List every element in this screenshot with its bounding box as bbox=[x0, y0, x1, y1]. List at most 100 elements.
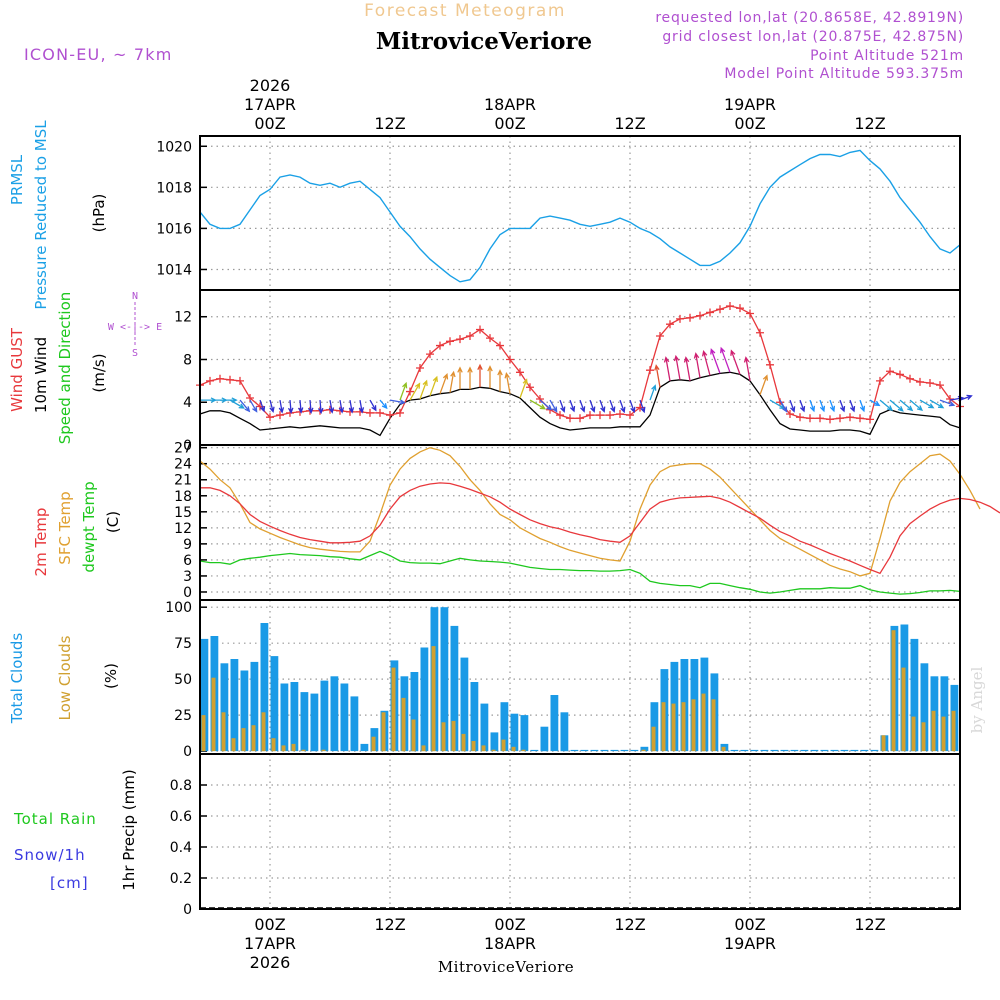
temperature-frame bbox=[199, 444, 961, 601]
model-altitude: Model Point Altitude 593.375m bbox=[724, 66, 964, 82]
total-cloud-bar bbox=[540, 726, 549, 752]
total-cloud-bar bbox=[790, 749, 799, 752]
wind-direction-arrow bbox=[379, 399, 388, 410]
y-tick-label: 8 bbox=[183, 352, 192, 368]
wind-direction-arrow bbox=[701, 350, 711, 376]
time-label: 2026 bbox=[250, 76, 291, 95]
low-cloud-bar bbox=[321, 749, 326, 752]
total-cloud-bar bbox=[940, 676, 949, 752]
location-title: MitroviceVeriore bbox=[376, 28, 592, 55]
total-cloud-bar bbox=[410, 672, 419, 752]
wind-direction-arrow bbox=[307, 400, 314, 414]
gust-marker bbox=[776, 398, 784, 407]
gust-marker bbox=[616, 410, 624, 418]
y-tick-label: 0 bbox=[183, 585, 192, 601]
gust-marker bbox=[476, 325, 484, 334]
gust-marker bbox=[426, 350, 434, 359]
gust-marker bbox=[716, 305, 724, 314]
wind-unit: (m/s) bbox=[90, 353, 108, 392]
total-cloud-bar bbox=[530, 749, 539, 752]
gust-marker bbox=[586, 411, 594, 420]
wind-direction-arrow bbox=[919, 399, 935, 409]
low-cloud-bar bbox=[521, 749, 526, 752]
precip-grid: 0 0.2 0.4 0.6 0.8 bbox=[170, 754, 960, 918]
wind-direction-arrow bbox=[449, 370, 456, 393]
gust-marker bbox=[596, 411, 604, 420]
low-cloud-bar bbox=[371, 736, 376, 752]
gust-marker bbox=[276, 411, 284, 420]
total-cloud-bar bbox=[750, 749, 759, 752]
wind-direction-arrow bbox=[889, 399, 904, 412]
y-tick-label: 1014 bbox=[156, 262, 192, 278]
wind-direction-arrow bbox=[663, 356, 671, 382]
compass-north: N bbox=[132, 291, 138, 302]
y-tick-label: 9 bbox=[183, 537, 192, 553]
time-label: 18APR bbox=[484, 934, 536, 953]
total-cloud-bar bbox=[910, 638, 919, 752]
low-cloud-bar bbox=[401, 697, 406, 752]
low-cloud-bar bbox=[391, 667, 396, 752]
total-cloud-bar bbox=[760, 749, 769, 752]
gust-marker bbox=[816, 414, 824, 423]
y-tick-label: 0 bbox=[183, 744, 192, 760]
wind-direction-arrow bbox=[259, 399, 266, 413]
time-label: 19APR bbox=[724, 934, 776, 953]
gust-marker bbox=[416, 364, 424, 373]
total-cloud-bar bbox=[450, 625, 459, 752]
low-cloud-bar bbox=[921, 722, 926, 752]
low-cloud-bar bbox=[881, 735, 886, 752]
wind-panel: Wind GUST 10m Wind Speed and Direction (… bbox=[8, 289, 973, 454]
snow-unit-label: [cm] bbox=[50, 874, 89, 892]
low-cloud-bar bbox=[701, 693, 706, 752]
wind-direction-arrow bbox=[649, 384, 657, 401]
y-tick-label: 6 bbox=[183, 553, 192, 569]
total-cloud-bar bbox=[600, 749, 609, 752]
low-cloud-bar bbox=[481, 745, 486, 752]
total-cloud-bar bbox=[280, 683, 289, 752]
total-cloud-bar bbox=[500, 702, 509, 752]
time-label: 12Z bbox=[374, 915, 405, 934]
total-cloud-bar bbox=[730, 749, 739, 752]
closest-coords: grid closest lon,lat (20.875E, 42.875N) bbox=[662, 29, 964, 45]
low-cloud-bar bbox=[291, 743, 296, 752]
y-tick-label: 0 bbox=[183, 902, 192, 918]
wind-direction-arrow bbox=[549, 399, 558, 413]
time-label: 00Z bbox=[494, 915, 525, 934]
wind-direction-arrow bbox=[909, 399, 924, 412]
wind-direction-arrow bbox=[619, 399, 626, 414]
total-cloud-bar bbox=[420, 647, 429, 752]
pressure-line bbox=[199, 149, 961, 283]
wind-direction-arrow bbox=[654, 364, 661, 388]
gust-marker bbox=[736, 304, 744, 313]
wind-direction-arrow bbox=[609, 399, 616, 413]
low-cloud-bar bbox=[501, 739, 506, 752]
total-cloud-bar bbox=[590, 749, 599, 752]
gust-marker bbox=[406, 387, 414, 396]
wind-10m-label: 10m Wind bbox=[32, 337, 50, 413]
gust-marker bbox=[446, 337, 454, 346]
temp-sfc-label: SFC Temp bbox=[56, 491, 74, 564]
gust-marker bbox=[566, 414, 574, 423]
gust-marker bbox=[486, 334, 494, 343]
gust-marker bbox=[896, 370, 904, 379]
snow-label: Snow/1h bbox=[14, 846, 86, 864]
wind-direction-arrow bbox=[429, 375, 438, 397]
wind-direction-arrow bbox=[829, 399, 836, 413]
footer-location: MitroviceVeriore bbox=[438, 958, 574, 976]
time-label: 18APR bbox=[484, 95, 536, 114]
pressure-panel: PRMSL Pressure Reduced to MSL (hPa) 1014… bbox=[8, 120, 961, 310]
gust-marker bbox=[856, 414, 864, 423]
wind-direction-arrow bbox=[487, 365, 493, 389]
total-cloud-bar bbox=[320, 680, 329, 752]
pressure-label-2: Pressure Reduced to MSL bbox=[32, 120, 50, 310]
total-cloud-bar bbox=[440, 607, 449, 752]
total-cloud-bar bbox=[560, 712, 569, 752]
y-tick-label: 4 bbox=[183, 395, 192, 411]
gust-marker bbox=[686, 313, 694, 322]
wind-direction-arrow bbox=[589, 399, 596, 413]
low-cloud-bar bbox=[671, 703, 676, 752]
wind-direction-arrow bbox=[504, 372, 511, 394]
temp-unit: (C) bbox=[104, 511, 122, 533]
wind-direction-arrow bbox=[389, 399, 406, 405]
total-cloud-bar bbox=[570, 749, 579, 752]
